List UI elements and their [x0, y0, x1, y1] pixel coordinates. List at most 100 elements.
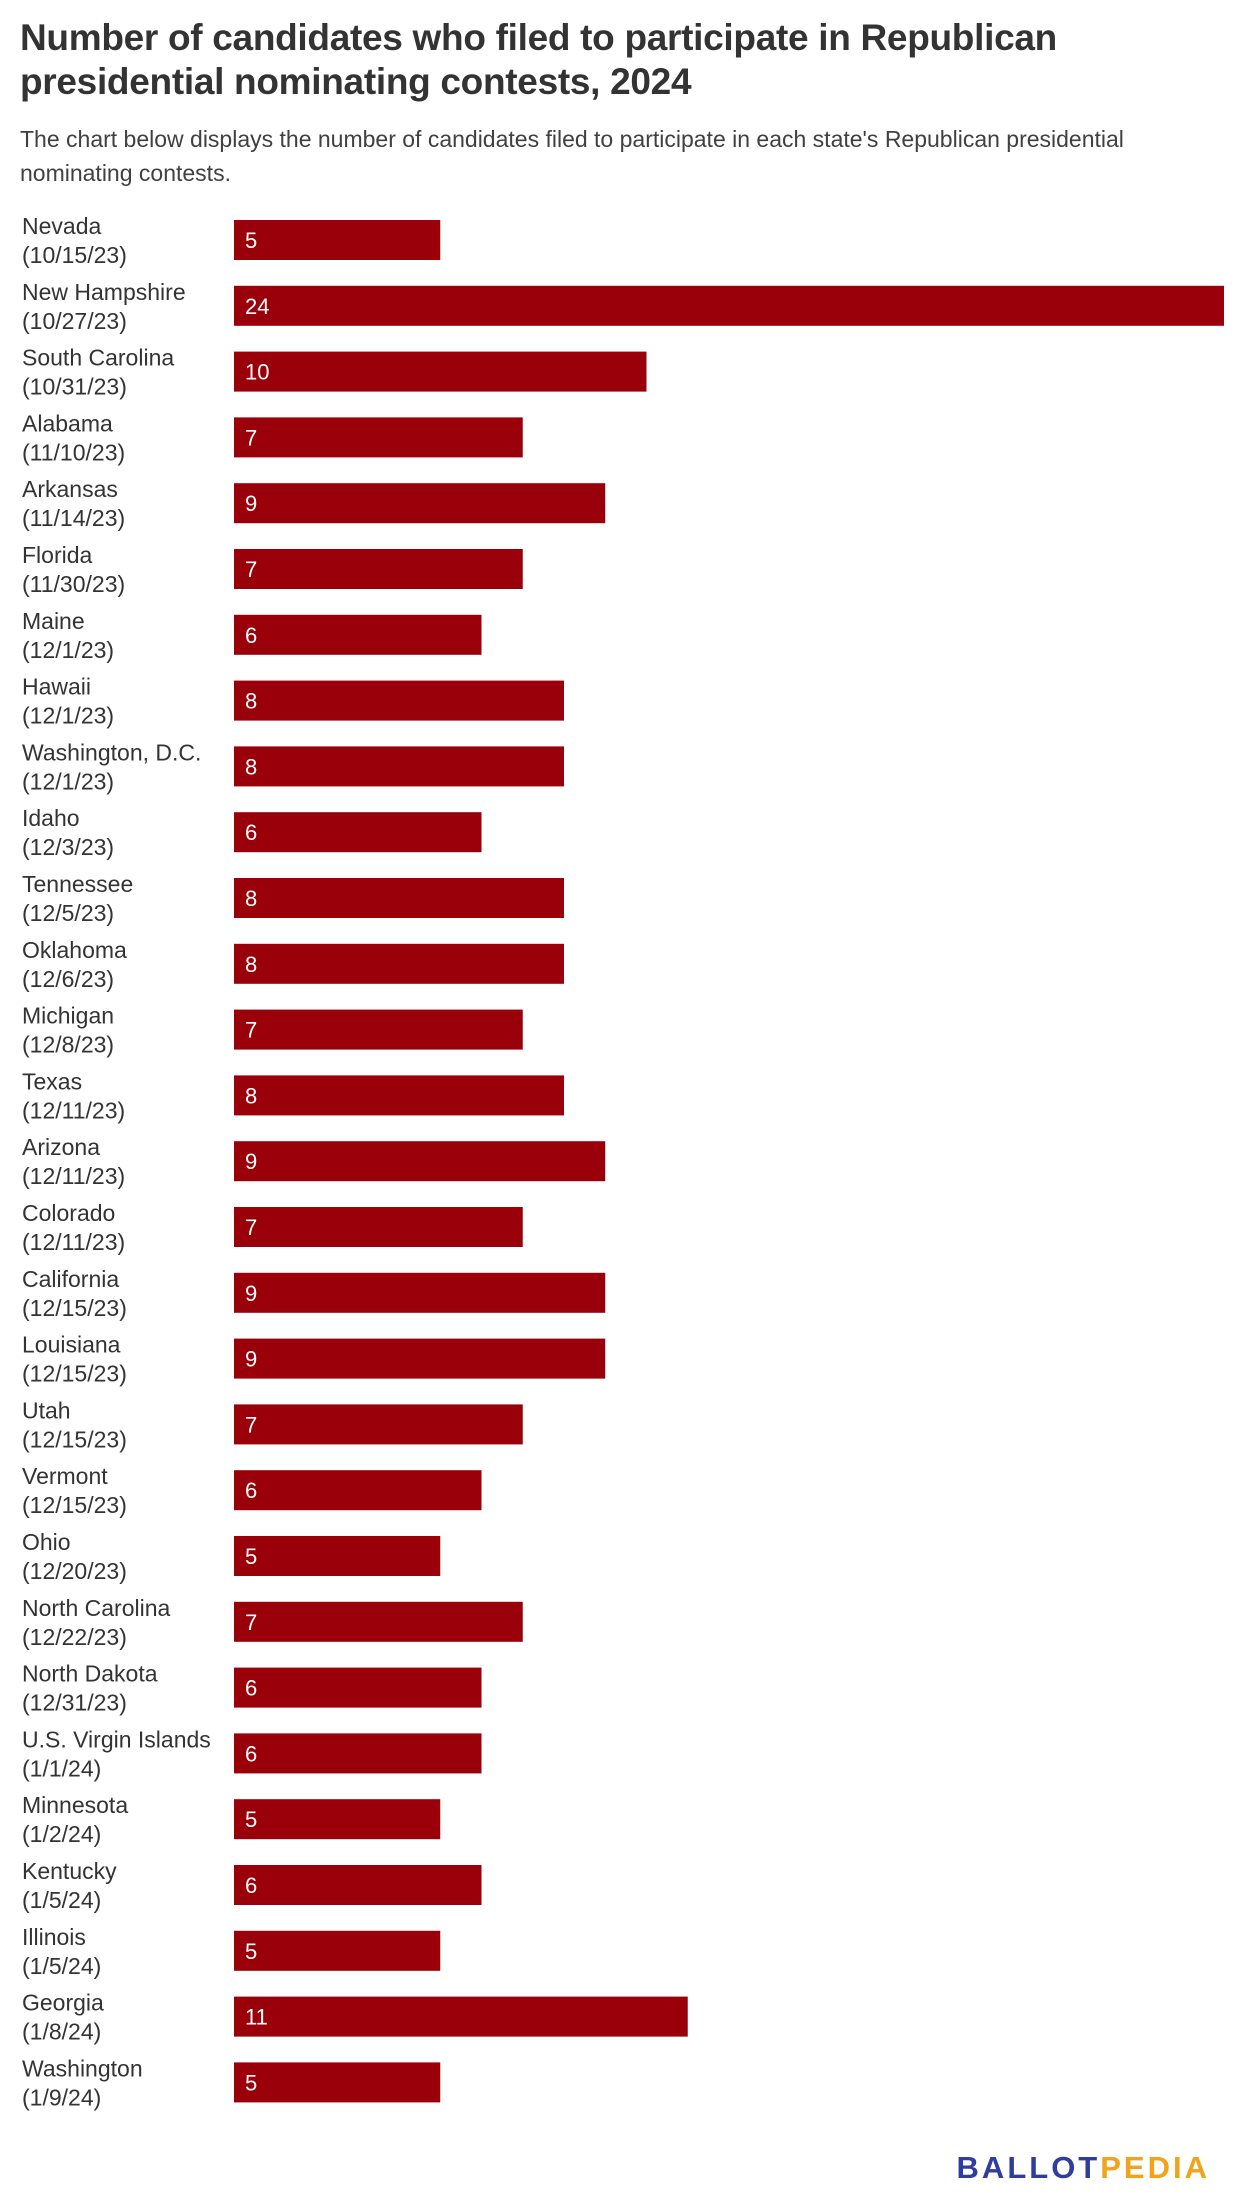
- category-date-label: (1/8/24): [22, 2019, 101, 2045]
- bar-value-label: 5: [245, 228, 257, 253]
- category-date-label: (12/1/23): [22, 703, 114, 729]
- category-label: Ohio: [22, 1529, 71, 1555]
- bar-row: California (12/15/23) 9: [22, 1266, 606, 1321]
- category-date-label: (12/5/23): [22, 900, 114, 926]
- bar-value-label: 10: [245, 360, 269, 385]
- category-date-label: (10/27/23): [22, 308, 127, 334]
- logo-part-ballot: BALLOT: [956, 2150, 1101, 2185]
- category-label: Colorado: [22, 1200, 115, 1226]
- bar: [234, 1338, 606, 1379]
- category-date-label: (12/11/23): [22, 1229, 125, 1255]
- bar: [234, 1470, 482, 1511]
- bar-value-label: 6: [245, 623, 257, 648]
- bar-value-label: 8: [245, 754, 257, 779]
- category-label: Arizona: [22, 1134, 100, 1160]
- category-label: Vermont: [22, 1463, 108, 1489]
- bar-row: New Hampshire (10/27/23) 24: [22, 279, 1224, 334]
- category-date-label: (12/20/23): [22, 1558, 127, 1584]
- category-date-label: (11/30/23): [22, 571, 125, 597]
- category-date-label: (12/15/23): [22, 1295, 127, 1321]
- bar: [234, 1930, 441, 1971]
- bar: [234, 1075, 564, 1116]
- bar: [234, 351, 647, 392]
- bar-row: Maine (12/1/23) 6: [22, 608, 482, 663]
- bar-row: Nevada (10/15/23) 5: [22, 213, 441, 268]
- bar: [234, 220, 441, 260]
- bar-row: Tennessee (12/5/23) 8: [22, 871, 564, 926]
- bar-row: Washington, D.C. (12/1/23) 8: [22, 739, 564, 794]
- bar: [234, 1207, 523, 1247]
- bar-row: Arkansas (11/14/23) 9: [22, 476, 606, 531]
- bar: [234, 746, 564, 787]
- bar-value-label: 7: [245, 557, 257, 582]
- bar-value-label: 9: [245, 1347, 257, 1372]
- logo-part-pedia: PEDIA: [1100, 2150, 1210, 2185]
- category-date-label: (1/5/24): [22, 1887, 101, 1913]
- category-label: Texas: [22, 1068, 82, 1094]
- category-date-label: (12/3/23): [22, 834, 114, 860]
- category-label: U.S. Virgin Islands: [22, 1726, 211, 1752]
- bar: [234, 1996, 688, 2037]
- category-date-label: (11/14/23): [22, 505, 125, 531]
- bar-row: Kentucky (1/5/24) 6: [22, 1858, 482, 1913]
- bar-row: South Carolina (10/31/23) 10: [22, 345, 647, 400]
- bar-value-label: 9: [245, 491, 257, 516]
- chart-subtitle: The chart below displays the number of c…: [20, 126, 1124, 186]
- bar-row: Ohio (12/20/23) 5: [22, 1529, 441, 1584]
- category-date-label: (12/15/23): [22, 1492, 127, 1518]
- bar: [234, 1799, 441, 1840]
- bar: [234, 483, 606, 524]
- category-date-label: (12/8/23): [22, 1032, 114, 1058]
- bar-row: Colorado (12/11/23) 7: [22, 1200, 523, 1255]
- category-date-label: (12/6/23): [22, 966, 114, 992]
- category-date-label: (12/22/23): [22, 1624, 127, 1650]
- category-label: Louisiana: [22, 1332, 121, 1358]
- ballotpedia-logo: BALLOTPEDIA: [957, 2150, 1210, 2186]
- bar-value-label: 9: [245, 1149, 257, 1174]
- bar: [234, 1404, 523, 1445]
- bar-value-label: 24: [245, 294, 269, 319]
- category-date-label: (12/11/23): [22, 1097, 125, 1123]
- bar-value-label: 5: [245, 2070, 257, 2095]
- bar: [234, 549, 523, 589]
- bar-row: Texas (12/11/23) 8: [22, 1068, 564, 1123]
- bar-row: Washington (1/9/24) 5: [22, 2055, 441, 2110]
- bar-row: Louisiana (12/15/23) 9: [22, 1332, 606, 1387]
- bar-value-label: 6: [245, 1741, 257, 1766]
- bar-row: Vermont (12/15/23) 6: [22, 1463, 482, 1518]
- chart-title: Number of candidates who filed to partic…: [20, 17, 1057, 102]
- category-label: Washington: [22, 2055, 143, 2081]
- bar-value-label: 9: [245, 1281, 257, 1306]
- category-label: Arkansas: [22, 476, 118, 502]
- category-label: Florida: [22, 542, 93, 568]
- bar: [234, 1009, 523, 1050]
- category-label: Tennessee: [22, 871, 133, 897]
- category-label: Georgia: [22, 1990, 104, 2016]
- category-date-label: (10/31/23): [22, 374, 127, 400]
- category-label: Michigan: [22, 1003, 114, 1029]
- bar: [234, 680, 564, 721]
- category-label: Utah: [22, 1397, 71, 1423]
- bar: [234, 943, 564, 984]
- category-label: North Carolina: [22, 1595, 170, 1621]
- bar-value-label: 6: [245, 1478, 257, 1503]
- bar-row: Alabama (11/10/23) 7: [22, 410, 523, 465]
- bar-value-label: 6: [245, 820, 257, 845]
- bar-row: North Carolina (12/22/23) 7: [22, 1595, 523, 1650]
- category-label: Illinois: [22, 1924, 86, 1950]
- bar-value-label: 7: [245, 1018, 257, 1043]
- category-date-label: (12/31/23): [22, 1690, 127, 1716]
- category-label: New Hampshire: [22, 279, 186, 305]
- category-label: Idaho: [22, 805, 80, 831]
- category-date-label: (1/2/24): [22, 1821, 101, 1847]
- category-date-label: (12/11/23): [22, 1163, 125, 1189]
- bar-row: Michigan (12/8/23) 7: [22, 1003, 523, 1058]
- category-date-label: (10/15/23): [22, 242, 127, 268]
- bar: [234, 1601, 523, 1642]
- bar-value-label: 5: [245, 1544, 257, 1569]
- bar-row: North Dakota (12/31/23) 6: [22, 1661, 482, 1716]
- bar: [234, 285, 1224, 326]
- bar-row: Florida (11/30/23) 7: [22, 542, 523, 597]
- category-label: Hawaii: [22, 674, 91, 700]
- bar: [234, 878, 564, 918]
